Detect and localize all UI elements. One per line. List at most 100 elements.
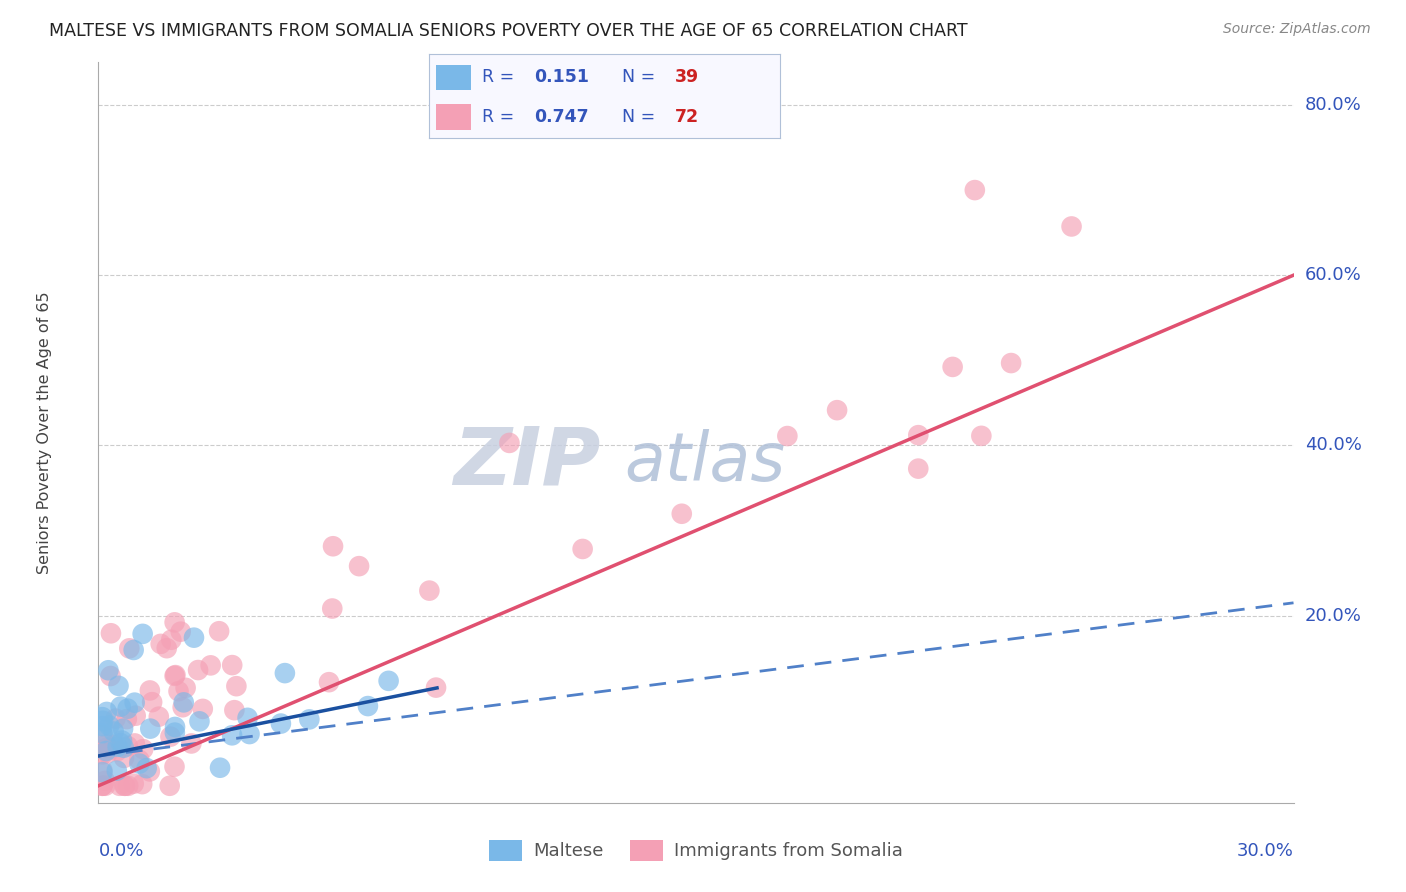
Text: 40.0%: 40.0% bbox=[1305, 436, 1361, 454]
Point bbox=[117, 701, 139, 715]
Point bbox=[125, 708, 148, 723]
Point bbox=[907, 428, 929, 442]
Point bbox=[1000, 356, 1022, 370]
Point bbox=[107, 739, 129, 754]
Point bbox=[94, 738, 117, 752]
Point bbox=[165, 668, 187, 682]
Point bbox=[173, 695, 195, 709]
Point bbox=[209, 761, 232, 775]
Point bbox=[107, 679, 129, 693]
Point bbox=[110, 736, 132, 750]
Point bbox=[970, 429, 993, 443]
Point bbox=[156, 641, 179, 656]
Text: N =: N = bbox=[621, 108, 661, 126]
Point bbox=[91, 726, 114, 740]
Point bbox=[118, 641, 141, 656]
Point bbox=[91, 719, 114, 733]
Point bbox=[321, 601, 343, 615]
Point bbox=[117, 779, 139, 793]
Point bbox=[96, 747, 118, 761]
Point bbox=[103, 738, 125, 752]
Point bbox=[91, 714, 114, 728]
Point bbox=[187, 663, 209, 677]
Text: Source: ZipAtlas.com: Source: ZipAtlas.com bbox=[1223, 22, 1371, 37]
Text: 72: 72 bbox=[675, 108, 699, 126]
Point bbox=[238, 727, 260, 741]
Point bbox=[159, 779, 181, 793]
Point bbox=[91, 779, 114, 793]
Text: 60.0%: 60.0% bbox=[1305, 266, 1361, 285]
Point bbox=[128, 753, 150, 767]
Point bbox=[105, 764, 128, 778]
Point bbox=[224, 703, 246, 717]
Text: N =: N = bbox=[621, 69, 661, 87]
Point bbox=[117, 739, 139, 754]
Point bbox=[103, 724, 125, 739]
Point bbox=[91, 710, 114, 724]
Point bbox=[907, 461, 929, 475]
Point bbox=[236, 711, 259, 725]
Point bbox=[963, 183, 986, 197]
Text: atlas: atlas bbox=[624, 429, 786, 495]
Point bbox=[347, 559, 370, 574]
Point bbox=[100, 669, 122, 683]
Point bbox=[149, 637, 172, 651]
Point bbox=[135, 761, 157, 775]
Point bbox=[180, 736, 202, 750]
Point bbox=[91, 764, 114, 778]
Point bbox=[114, 779, 136, 793]
Bar bbox=[436, 104, 471, 130]
Point bbox=[128, 756, 150, 771]
Text: R =: R = bbox=[481, 69, 519, 87]
Point bbox=[776, 429, 799, 443]
Point bbox=[221, 728, 243, 742]
Point bbox=[167, 684, 190, 698]
Point bbox=[163, 725, 186, 739]
Point bbox=[94, 744, 117, 758]
Text: 30.0%: 30.0% bbox=[1237, 842, 1294, 860]
Point bbox=[110, 699, 132, 714]
Point bbox=[131, 627, 153, 641]
Point bbox=[108, 779, 131, 793]
Point bbox=[139, 683, 162, 698]
Point bbox=[318, 675, 340, 690]
Point bbox=[200, 658, 222, 673]
Text: 39: 39 bbox=[675, 69, 699, 87]
Point bbox=[131, 777, 153, 791]
Point bbox=[1060, 219, 1083, 234]
Text: 0.0%: 0.0% bbox=[98, 842, 143, 860]
Point bbox=[188, 714, 211, 729]
Point bbox=[114, 779, 136, 793]
Point bbox=[498, 436, 520, 450]
Text: ZIP: ZIP bbox=[453, 423, 600, 501]
Point bbox=[124, 736, 146, 750]
Point bbox=[298, 712, 321, 726]
Point bbox=[96, 705, 118, 719]
Point bbox=[148, 709, 170, 723]
Point bbox=[91, 747, 114, 762]
Bar bbox=[436, 64, 471, 90]
Point bbox=[942, 359, 965, 374]
Point bbox=[91, 779, 114, 793]
Point bbox=[91, 728, 114, 742]
Text: Seniors Poverty Over the Age of 65: Seniors Poverty Over the Age of 65 bbox=[37, 292, 52, 574]
Point bbox=[91, 765, 114, 780]
Point bbox=[172, 700, 194, 714]
Point bbox=[111, 733, 134, 747]
Point bbox=[825, 403, 848, 417]
Point bbox=[115, 712, 138, 726]
Text: MALTESE VS IMMIGRANTS FROM SOMALIA SENIORS POVERTY OVER THE AGE OF 65 CORRELATIO: MALTESE VS IMMIGRANTS FROM SOMALIA SENIO… bbox=[49, 22, 967, 40]
Legend: Maltese, Immigrants from Somalia: Maltese, Immigrants from Somalia bbox=[482, 832, 910, 868]
Point bbox=[160, 632, 183, 647]
Point bbox=[163, 720, 186, 734]
Point bbox=[270, 716, 292, 731]
Point bbox=[671, 507, 693, 521]
Point bbox=[94, 773, 117, 788]
Point bbox=[377, 673, 399, 688]
Point bbox=[174, 681, 197, 695]
Point bbox=[163, 615, 186, 630]
Point bbox=[97, 663, 120, 677]
Point bbox=[191, 702, 214, 716]
Point bbox=[112, 751, 135, 765]
Point bbox=[163, 760, 186, 774]
